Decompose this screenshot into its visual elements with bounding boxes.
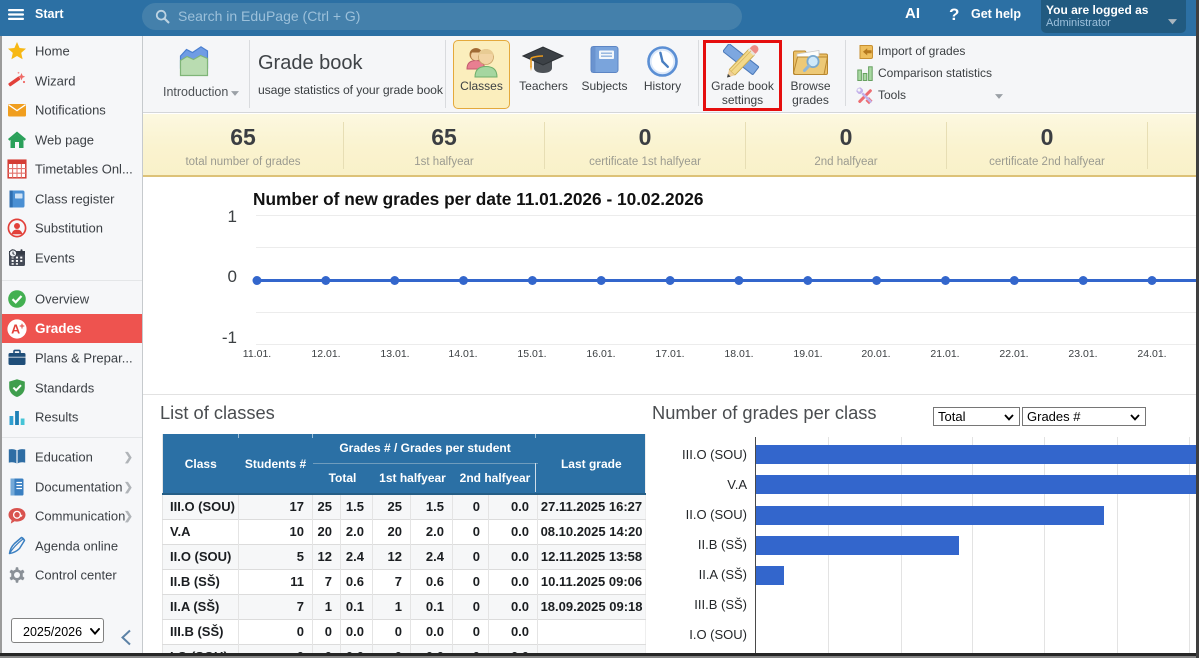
svg-text:A: A xyxy=(11,322,20,336)
svg-text:+: + xyxy=(19,320,24,330)
